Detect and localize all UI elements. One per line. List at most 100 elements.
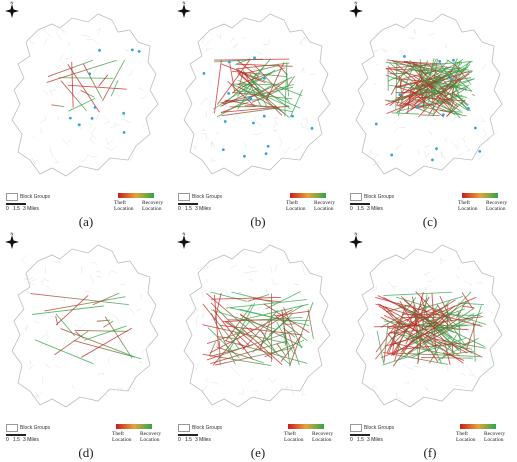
block-group-boundary: [244, 271, 252, 274]
block-group-boundary: [81, 266, 83, 274]
block-group-boundary: [80, 34, 91, 38]
location-point: [202, 72, 206, 75]
block-group-boundary: [455, 273, 460, 279]
block-group-boundary: [444, 43, 448, 49]
block-group-boundary: [196, 314, 199, 327]
location-point: [122, 131, 126, 134]
map-svg: N: [5, 231, 159, 408]
flow-line: [390, 320, 446, 356]
location-point: [416, 105, 419, 109]
flow-line: [241, 303, 309, 321]
flow-line: [410, 61, 433, 74]
block-group-boundary: [68, 139, 71, 143]
flow-line: [240, 327, 283, 365]
block-group-boundary: [427, 33, 435, 36]
block-group-boundary: [402, 126, 406, 129]
block-group-boundary: [77, 123, 83, 131]
block-group-boundary: [488, 310, 493, 315]
block-group-boundary: [205, 279, 208, 284]
block-group-boundary: [205, 47, 213, 51]
flow-line: [209, 309, 293, 354]
block-group-boundary: [90, 127, 97, 140]
flow-line: [383, 297, 454, 333]
location-point: [253, 56, 256, 60]
block-group-boundary: [275, 263, 279, 272]
block-group-boundary: [31, 134, 35, 139]
flow-line: [383, 291, 453, 297]
block-group-boundary: [373, 153, 379, 161]
flow-gradient-legend: [118, 193, 154, 198]
block-group-boundary: [111, 88, 121, 99]
block-group-boundary: [380, 312, 393, 320]
flow-line: [434, 89, 464, 100]
flow-line: [214, 59, 222, 114]
flow-line: [247, 76, 293, 99]
scale-bar: 0 1.5 3 Miles: [350, 434, 383, 443]
block-group-boundary: [202, 310, 205, 318]
block-group-boundary: [43, 90, 48, 95]
flow-line: [388, 296, 477, 335]
flow-line: [451, 91, 469, 107]
location-point: [223, 120, 227, 123]
block-group-boundary: [90, 261, 98, 266]
block-group-boundary: [44, 38, 49, 45]
flow-line: [55, 313, 76, 337]
flow-line: [439, 295, 452, 322]
flow-line: [386, 78, 476, 114]
panel-caption: (a): [78, 214, 94, 229]
flow-line: [225, 299, 307, 309]
location-point: [262, 114, 266, 118]
north-label: N: [355, 231, 358, 236]
panel-caption: (c): [422, 214, 438, 229]
scale-label: 0: [178, 206, 181, 212]
scale-label: 3 Miles: [367, 437, 383, 443]
block-group-boundary: [215, 33, 221, 40]
block-group-boundary: [114, 386, 126, 393]
block-group-boundary: [310, 72, 316, 76]
block-group-boundary: [309, 304, 312, 309]
flow-line: [96, 319, 111, 322]
block-group-boundary: [294, 283, 300, 286]
flow-line: [227, 319, 310, 321]
recovery-location-label: Recovery: [486, 200, 508, 206]
block-groups-swatch: [178, 424, 190, 432]
flow-line: [442, 352, 465, 361]
block-group-boundary: [247, 265, 257, 269]
block-group-boundary: [83, 290, 91, 293]
block-group-boundary: [76, 99, 86, 102]
flow-line: [60, 80, 88, 112]
flow-line: [281, 309, 291, 367]
block-group-boundary: [136, 307, 142, 312]
block-group-boundary: [91, 67, 98, 75]
block-group-boundary: [129, 308, 136, 315]
block-group-boundary: [204, 110, 207, 118]
block-group-boundary: [379, 47, 387, 53]
flow-line: [214, 58, 290, 61]
flow-line: [71, 61, 74, 108]
block-group-boundary: [464, 144, 471, 152]
block-group-boundary: [211, 316, 219, 322]
scale-label: 0: [350, 206, 353, 212]
map-panel: N Block Groups 0 1.5 3 Miles Theft Location Rec…: [344, 231, 516, 462]
block-group-boundary: [425, 386, 430, 392]
block-group-boundary: [249, 270, 259, 273]
county-outline: [183, 244, 331, 408]
block-group-boundary: [299, 36, 307, 46]
flow-line: [30, 293, 129, 306]
flow-line: [374, 321, 407, 360]
block-group-boundary: [271, 278, 279, 285]
scale-label: 3 Miles: [195, 437, 211, 443]
flow-line: [220, 86, 294, 104]
block-group-boundary: [210, 157, 216, 162]
flow-line: [221, 83, 247, 107]
flow-line: [392, 60, 426, 72]
recovery-location-sub: Location: [142, 206, 162, 212]
flow-line: [390, 305, 430, 348]
location-point: [137, 50, 141, 53]
block-group-boundary: [212, 110, 218, 118]
block-group-boundary: [200, 97, 212, 106]
flow-line: [237, 86, 283, 112]
block-group-boundary: [253, 72, 262, 76]
block-group-boundary: [262, 38, 270, 46]
flow-line: [206, 330, 246, 345]
